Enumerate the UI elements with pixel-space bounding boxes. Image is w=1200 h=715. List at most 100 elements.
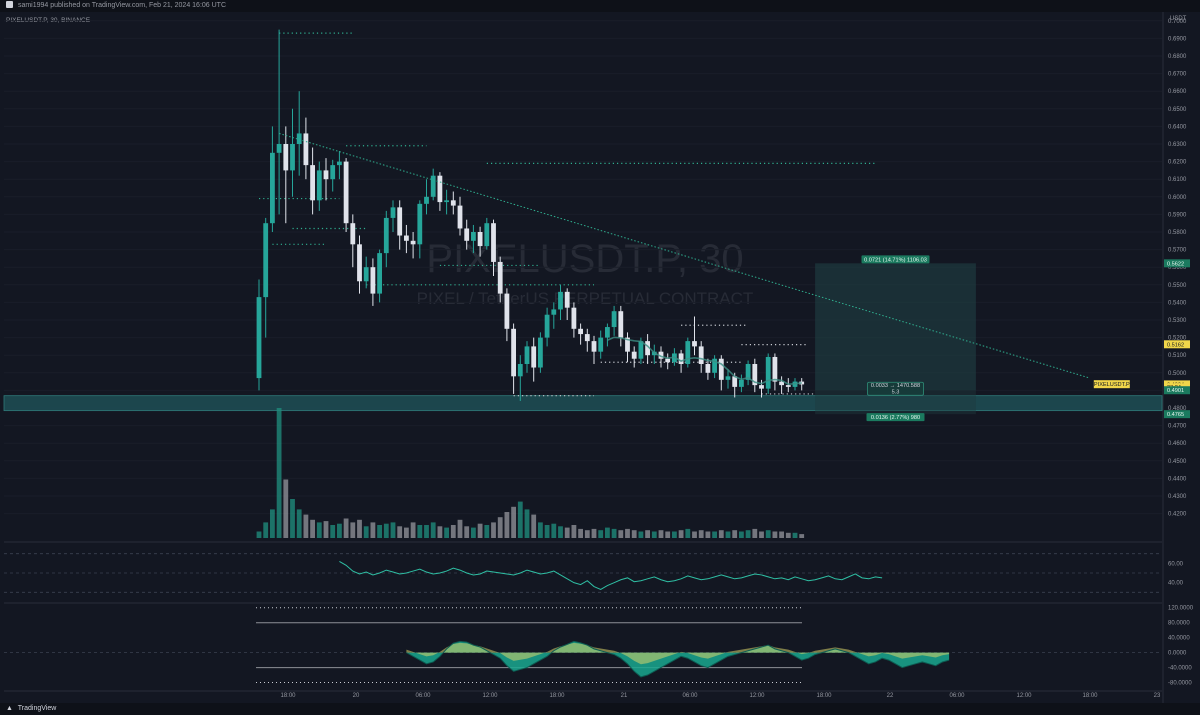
candle-body (504, 293, 510, 329)
candle-body (692, 341, 697, 347)
volume-bar (256, 531, 262, 538)
candle-body (725, 376, 731, 380)
time-axis[interactable]: 18:00 20 06:00 12:00 18:00 21 06:00 12:00 18:00 2… (4, 690, 1162, 699)
volume-bar (558, 526, 563, 538)
time-tick: 12:00 (482, 693, 498, 699)
rsi-pane[interactable]: 60.00 40.00 (4, 541, 1184, 593)
volume-bar (370, 522, 376, 538)
price-label: 0.5162 (1167, 342, 1184, 348)
price-tick: 0.5400 (1168, 300, 1187, 306)
position-profit-zone (815, 263, 976, 391)
candle-body (772, 356, 778, 382)
volume-bar (484, 525, 490, 538)
candle-body (571, 307, 577, 329)
volume-bar (584, 530, 590, 538)
candle-body (323, 170, 329, 180)
volume-bar (799, 534, 805, 538)
watermark-description: PIXEL / TetherUS PERPETUAL CONTRACT (417, 289, 754, 308)
volume-bar (323, 521, 329, 538)
candle-body (517, 364, 523, 377)
publisher-text: sami1994 published on TradingView.com, F… (17, 2, 227, 9)
volume-bar (618, 530, 624, 538)
volume-bar (437, 526, 443, 538)
footer-brand: TradingView (17, 705, 57, 712)
candle-body (457, 205, 463, 229)
tradingview-footer: ▲ TradingView (0, 703, 1200, 715)
oscillator-area (406, 641, 950, 677)
volume-bar (424, 525, 429, 538)
volume-bar (477, 523, 483, 538)
trendline-line (278, 132, 1090, 379)
price-axis[interactable]: USDT 0.4200 0.4300 0.4400 0.4500 0.4600 0.4700… (1162, 12, 1187, 703)
candle-body (745, 364, 751, 380)
price-tick: 0.5000 (1168, 371, 1187, 377)
position-mid-label-2: 5.3 (892, 390, 900, 396)
support-zone-rect (3, 395, 1163, 412)
volume-bars (256, 408, 805, 538)
candle-body (350, 223, 356, 245)
volume-bar (383, 523, 389, 538)
candle-body (759, 385, 764, 389)
candle-body (363, 267, 369, 282)
candle-body (316, 170, 322, 201)
oscillator-tick: 40.0000 (1168, 636, 1190, 642)
volume-bar (564, 527, 570, 538)
volume-bar (350, 522, 356, 538)
candles[interactable] (256, 29, 805, 401)
trendline[interactable]: PIXELUSDT.P (278, 132, 1130, 389)
candle-body (524, 346, 530, 364)
volume-bar (330, 525, 336, 538)
volume-bar (765, 530, 771, 538)
volume-bar (571, 525, 577, 538)
volume-bar (457, 519, 463, 538)
time-tick: 18:00 (816, 693, 832, 699)
price-tick: 0.6000 (1168, 195, 1187, 201)
volume-bar (651, 531, 657, 538)
price-tick: 0.6500 (1168, 107, 1187, 113)
volume-bar (792, 532, 798, 538)
position-stop-label: 0.0136 (2.77%) 980 (871, 415, 920, 421)
long-position-tool[interactable]: 0.0721 (14.71%) 1106.03 0.0136 (2.77%) 98… (815, 255, 976, 422)
candle-body (631, 351, 637, 359)
candle-body (511, 328, 516, 377)
position-target-label: 0.0721 (14.71%) 1106.03 (864, 257, 927, 263)
volume-bar (444, 527, 449, 538)
time-tick: 21 (621, 693, 628, 699)
volume-bar (739, 531, 744, 538)
volume-bar (316, 522, 322, 538)
volume-bar (283, 479, 289, 538)
volume-bar (524, 509, 530, 538)
candle-body (638, 341, 644, 359)
oscillator-pane[interactable]: 120.0000 80.0000 40.0000 0.0000 -40.0000 -80.… (4, 602, 1194, 687)
volume-bar (772, 531, 778, 538)
support-zone[interactable] (3, 395, 1163, 412)
position-mid-bg (867, 381, 924, 396)
price-tick: 0.4800 (1168, 406, 1187, 412)
volume-bar (638, 531, 644, 538)
volume-bar (538, 522, 543, 538)
volume-bar (337, 523, 342, 538)
moving-average-line (607, 336, 802, 386)
oscillator-tick: 0.0000 (1168, 651, 1187, 657)
candle-body (551, 309, 557, 315)
volume-bar (517, 501, 523, 538)
oscillator-line (406, 640, 950, 678)
candle-body (705, 364, 711, 373)
candle-body (658, 351, 664, 359)
volume-bar (390, 522, 396, 538)
oscillator-tick: 80.0000 (1168, 621, 1190, 627)
volume-bar (591, 528, 597, 538)
volume-bar (544, 525, 550, 538)
candle-body (779, 381, 784, 386)
time-tick: 06:00 (415, 693, 431, 699)
rsi-line (339, 560, 883, 590)
volume-bar (377, 525, 382, 538)
price-tick: 0.5300 (1168, 318, 1187, 324)
volume-bar (759, 531, 764, 538)
time-tick: 12:00 (1016, 693, 1032, 699)
candle-body (390, 207, 396, 218)
volume-bar (491, 522, 496, 538)
price-tick: 0.6600 (1168, 89, 1187, 95)
candle-body (578, 328, 583, 335)
